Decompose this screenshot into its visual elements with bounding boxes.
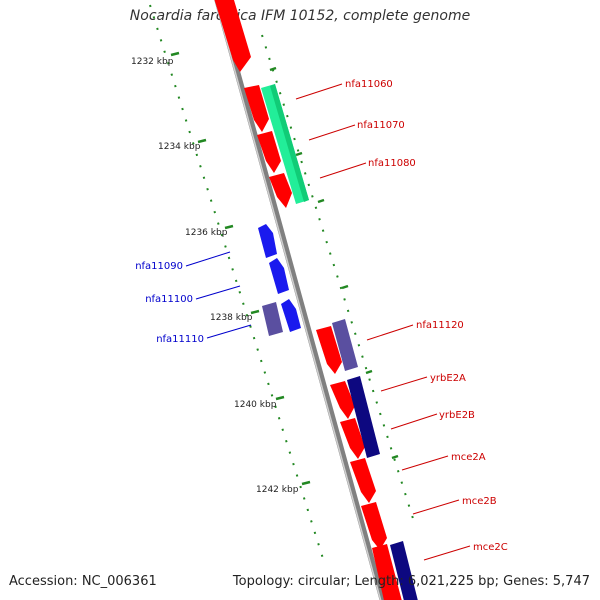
kbp-tick-1242 [301,480,311,486]
right-leader-lines [295,83,471,561]
gene-arrow-reverse [281,299,301,332]
gene-label: nfa11090 [135,261,183,272]
gene-label: nfa11110 [156,334,204,345]
leader-line [319,162,367,179]
leader-line [412,499,460,515]
kbp-label: 1238 kbp [210,313,253,323]
gene-label: nfa11060 [345,79,393,90]
right-tick-6 [391,454,399,460]
kbp-tick-1238 [250,309,260,315]
gene-arrow-forward [340,418,365,459]
right-tick-1 [269,66,277,72]
backbone-line [214,0,386,600]
gene-label: mce2C [473,542,508,553]
right-tick-5 [365,369,373,375]
kbp-tick-1236 [224,224,234,230]
kbp-label: 1236 kbp [185,228,228,238]
gene-arrow-forward [350,458,376,503]
gene-label: nfa11080 [368,158,416,169]
kbp-label: 1240 kbp [234,400,277,410]
backbone [214,0,386,600]
gene-label: mce2B [462,496,497,507]
right-tick-3 [317,198,325,204]
green-feature [261,84,309,204]
gene-arrow-forward [257,131,281,173]
leader-line [401,455,449,471]
gene-arrow-reverse [258,224,277,258]
gene-label: nfa11100 [145,294,193,305]
gene-block-reverse [262,302,283,336]
gene-block-green-shade [270,84,309,202]
gene-arrow-forward [214,0,251,72]
kbp-labels: 1232 kbp 1234 kbp 1236 kbp 1238 kbp 1240… [131,57,299,495]
kbp-tick-1234 [197,138,207,144]
gene-arrow-forward [372,544,402,600]
gene-arrow-forward [269,173,292,208]
gene-block-reverse [347,376,380,458]
leader-line [423,545,471,561]
accession-text: Accession: NC_006361 [9,574,157,589]
reverse-genes [258,224,418,600]
right-tick-4 [341,284,349,290]
gene-arrow-forward [330,381,355,419]
genome-title: Nocardia farcinica IFM 10152, complete g… [129,8,471,24]
gene-label: nfa11120 [416,320,464,331]
leader-line [390,413,438,430]
leader-line [366,324,414,341]
leader-line [295,83,343,100]
kbp-tick-1240 [275,395,285,401]
gene-label: nfa11070 [357,120,405,131]
leader-line [206,324,252,339]
kbp-ticks [170,51,399,486]
left-gene-labels: nfa11090 nfa11100 nfa11110 [135,261,204,345]
gene-arrow-reverse [269,258,289,294]
leader-line [380,376,428,392]
forward-genes [214,0,402,600]
gene-block-reverse [332,319,358,371]
gene-arrow-forward [316,326,342,374]
gene-block-reverse [390,541,418,600]
right-tick-2 [295,151,303,157]
leader-line [195,285,241,300]
kbp-tick-1232 [170,51,180,57]
leader-line [185,251,231,267]
gene-arrow-forward [361,502,387,550]
kbp-label: 1234 kbp [158,142,201,152]
gene-label: yrbE2A [430,373,466,384]
left-leader-lines [185,251,252,339]
ruler-tracks [149,4,416,566]
kbp-label: 1232 kbp [131,57,174,67]
kbp-label: 1242 kbp [256,485,299,495]
backbone-highlight [214,0,382,600]
left-ruler-track [149,4,326,566]
leader-line [308,124,356,141]
right-gene-labels: nfa11060 nfa11070 nfa11080 nfa11120 yrbE… [345,79,508,553]
genome-summary-text: Topology: circular; Length: 6,021,225 bp… [232,574,590,589]
gene-label: mce2A [451,452,486,463]
right-ruler-track [261,34,416,526]
gene-arrow-forward [244,85,269,132]
gene-label: yrbE2B [439,410,475,421]
